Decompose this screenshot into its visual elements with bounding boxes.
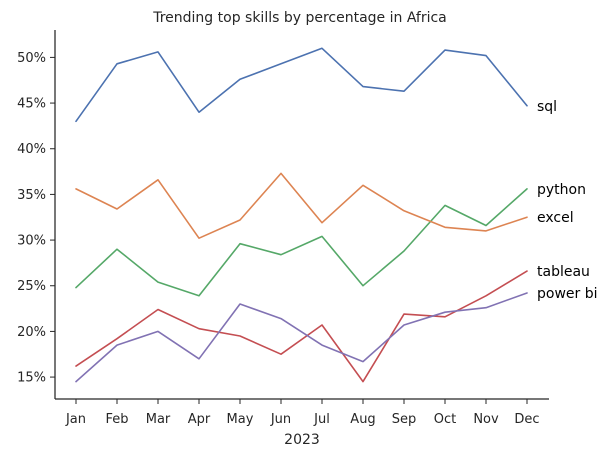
y-tick-label: 30% (17, 234, 46, 249)
series-line-tableau (75, 270, 528, 383)
x-tick-label: Oct (434, 412, 456, 427)
x-axis-ticks: Jan Feb Mar Apr May Jun Jul Aug Sep Oct Nov Dec (65, 399, 540, 427)
series-label-sql: sql (537, 99, 557, 115)
series-label-python: python (537, 182, 586, 198)
y-axis-ticks: 15% 20% 25% 30% 35% 40% 45% 50% (17, 51, 55, 386)
series-label-tableau: tableau (537, 264, 590, 280)
x-tick-label: Aug (350, 412, 375, 427)
x-tick-label: Nov (473, 412, 499, 427)
y-tick-label: 15% (17, 371, 46, 386)
x-tick-label: Feb (105, 412, 128, 427)
series-label-excel: excel (537, 210, 574, 226)
x-tick-label: Apr (188, 412, 211, 427)
y-tick-label: 25% (17, 279, 46, 294)
series-label-power-bi: power bi (537, 286, 598, 302)
x-tick-label: Jun (270, 412, 291, 427)
y-tick-label: 35% (17, 188, 46, 203)
x-tick-label: May (227, 412, 254, 427)
x-tick-label: Sep (392, 412, 417, 427)
series-labels: sql python excel tableau power bi (537, 99, 598, 302)
chart-title: Trending top skills by percentage in Afr… (152, 10, 447, 26)
x-tick-label: Jul (313, 412, 330, 427)
x-axis-label: 2023 (284, 432, 320, 448)
x-tick-label: Dec (514, 412, 539, 427)
x-tick-label: Mar (146, 412, 171, 427)
series-lines (75, 47, 528, 383)
series-line-sql (75, 47, 528, 123)
y-tick-label: 45% (17, 97, 46, 112)
y-tick-label: 20% (17, 325, 46, 340)
y-tick-label: 50% (17, 51, 46, 66)
series-line-power-bi (75, 292, 528, 383)
series-line-excel (75, 172, 528, 239)
series-line-python (75, 188, 528, 297)
x-tick-label: Jan (65, 412, 86, 427)
y-tick-label: 40% (17, 142, 46, 157)
